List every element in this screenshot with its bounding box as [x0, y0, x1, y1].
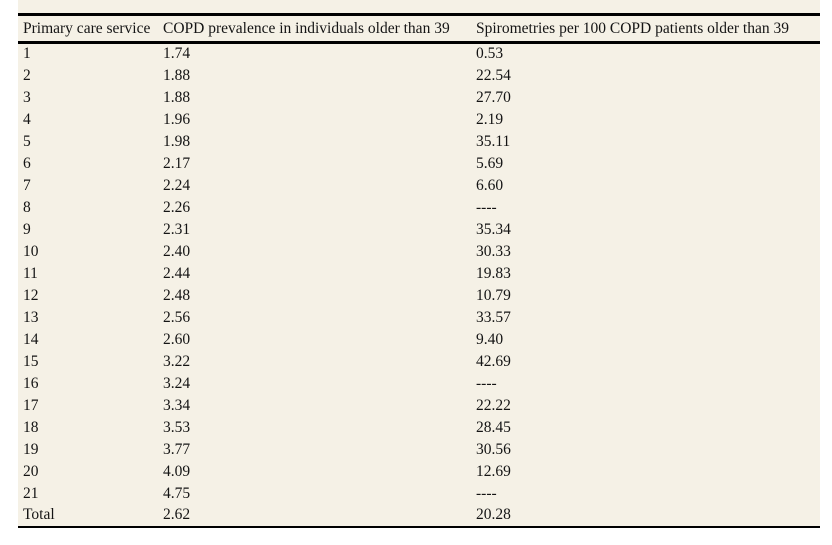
- table-header: Primary care service COPD prevalence in …: [18, 14, 820, 44]
- cell-spirometries: 35.11: [476, 132, 511, 150]
- cell-service: 19: [23, 440, 39, 458]
- cell-prevalence: 2.17: [163, 154, 191, 172]
- cell-spirometries: 35.34: [476, 220, 511, 238]
- cell-service: 14: [23, 330, 39, 348]
- cell-spirometries: ----: [476, 198, 497, 216]
- col-header-spirometries: Spirometries per 100 COPD patients older…: [471, 14, 820, 44]
- cell-service: 7: [23, 176, 31, 194]
- copd-spirometry-table: Primary care service COPD prevalence in …: [18, 13, 820, 528]
- cell-prevalence: 3.77: [163, 440, 191, 458]
- cell-prevalence: 2.31: [163, 220, 191, 238]
- cell-prevalence: 2.60: [163, 330, 191, 348]
- cell-spirometries: 19.83: [476, 264, 511, 282]
- table-row: 13 2.56 33.57: [18, 307, 820, 329]
- cell-spirometries: 22.54: [476, 66, 511, 84]
- cell-spirometries: 2.19: [476, 110, 504, 128]
- col-header-copd-prevalence: COPD prevalence in individuals older tha…: [158, 14, 471, 44]
- table-row: 8 2.26 ----: [18, 197, 820, 219]
- table-row: 12 2.48 10.79: [18, 285, 820, 307]
- cell-prevalence: 3.53: [163, 418, 191, 436]
- copd-table-block: Primary care service COPD prevalence in …: [18, 0, 820, 528]
- cell-spirometries: 30.33: [476, 242, 511, 260]
- table-row: 2 1.88 22.54: [18, 65, 820, 87]
- cell-service: 16: [23, 374, 39, 392]
- cell-service: 10: [23, 242, 39, 260]
- table-row: 9 2.31 35.34: [18, 219, 820, 241]
- cell-prevalence: 1.98: [163, 132, 191, 150]
- cell-prevalence: 3.34: [163, 396, 191, 414]
- cell-spirometries: ----: [476, 484, 497, 502]
- cell-service: 9: [23, 220, 31, 238]
- cell-prevalence: 4.75: [163, 484, 191, 502]
- cell-spirometries: 22.22: [476, 396, 511, 414]
- table-row: 5 1.98 35.11: [18, 131, 820, 153]
- table-row: 17 3.34 22.22: [18, 395, 820, 417]
- table-row: 7 2.24 6.60: [18, 175, 820, 197]
- table-body: 1 1.74 0.53 2 1.88 22.54 3 1.88 27.70 4 1.96 2.19 5 1…: [18, 43, 820, 527]
- table-row: 10 2.40 30.33: [18, 241, 820, 263]
- cell-spirometries: ----: [476, 374, 497, 392]
- table-row: 1 1.74 0.53: [18, 43, 820, 65]
- col-header-primary-care-service: Primary care service: [18, 14, 158, 44]
- table-row: 4 1.96 2.19: [18, 109, 820, 131]
- cell-service: 4: [23, 110, 31, 128]
- cell-service: 3: [23, 88, 31, 106]
- table-row: 14 2.60 9.40: [18, 329, 820, 351]
- cell-prevalence: 1.88: [163, 88, 191, 106]
- cell-spirometries: 5.69: [476, 154, 504, 172]
- cell-service: Total: [23, 506, 55, 523]
- table-row: 15 3.22 42.69: [18, 351, 820, 373]
- cell-spirometries: 10.79: [476, 286, 511, 304]
- table-row: 18 3.53 28.45: [18, 417, 820, 439]
- table-row: 19 3.77 30.56: [18, 439, 820, 461]
- cell-service: 6: [23, 154, 31, 172]
- cell-spirometries: 0.53: [476, 45, 504, 63]
- cell-prevalence: 2.26: [163, 198, 191, 216]
- cell-spirometries: 33.57: [476, 308, 511, 326]
- cell-service: 13: [23, 308, 39, 326]
- table-row: 20 4.09 12.69: [18, 461, 820, 483]
- cell-prevalence: 1.88: [163, 66, 191, 84]
- cell-prevalence: 2.48: [163, 286, 191, 304]
- table-row-total: Total 2.62 20.28: [18, 505, 820, 527]
- cell-prevalence: 1.74: [163, 45, 191, 63]
- cell-service: 17: [23, 396, 39, 414]
- cell-service: 21: [23, 484, 39, 502]
- cell-prevalence: 3.24: [163, 374, 191, 392]
- cell-spirometries: 30.56: [476, 440, 511, 458]
- table-row: 21 4.75 ----: [18, 483, 820, 505]
- cell-service: 2: [23, 66, 31, 84]
- table-row: 6 2.17 5.69: [18, 153, 820, 175]
- cell-spirometries: 20.28: [476, 506, 511, 523]
- cell-prevalence: 1.96: [163, 110, 191, 128]
- cell-spirometries: 6.60: [476, 176, 504, 194]
- cell-prevalence: 2.40: [163, 242, 191, 260]
- cell-spirometries: 12.69: [476, 462, 511, 480]
- cell-service: 18: [23, 418, 39, 436]
- cell-service: 11: [23, 264, 38, 282]
- cell-service: 12: [23, 286, 39, 304]
- cell-prevalence: 4.09: [163, 462, 191, 480]
- cell-spirometries: 9.40: [476, 330, 504, 348]
- header-row: Primary care service COPD prevalence in …: [18, 14, 820, 44]
- table-row: 16 3.24 ----: [18, 373, 820, 395]
- cell-service: 15: [23, 352, 39, 370]
- cell-prevalence: 2.56: [163, 308, 191, 326]
- cell-service: 1: [23, 45, 31, 63]
- cell-spirometries: 28.45: [476, 418, 511, 436]
- table-row: 11 2.44 19.83: [18, 263, 820, 285]
- cell-service: 5: [23, 132, 31, 150]
- cell-prevalence: 2.62: [163, 506, 191, 523]
- cell-prevalence: 3.22: [163, 352, 191, 370]
- cell-prevalence: 2.24: [163, 176, 191, 194]
- cell-service: 20: [23, 462, 39, 480]
- cell-spirometries: 42.69: [476, 352, 511, 370]
- table-row: 3 1.88 27.70: [18, 87, 820, 109]
- cell-prevalence: 2.44: [163, 264, 191, 282]
- cell-spirometries: 27.70: [476, 88, 511, 106]
- cell-service: 8: [23, 198, 31, 216]
